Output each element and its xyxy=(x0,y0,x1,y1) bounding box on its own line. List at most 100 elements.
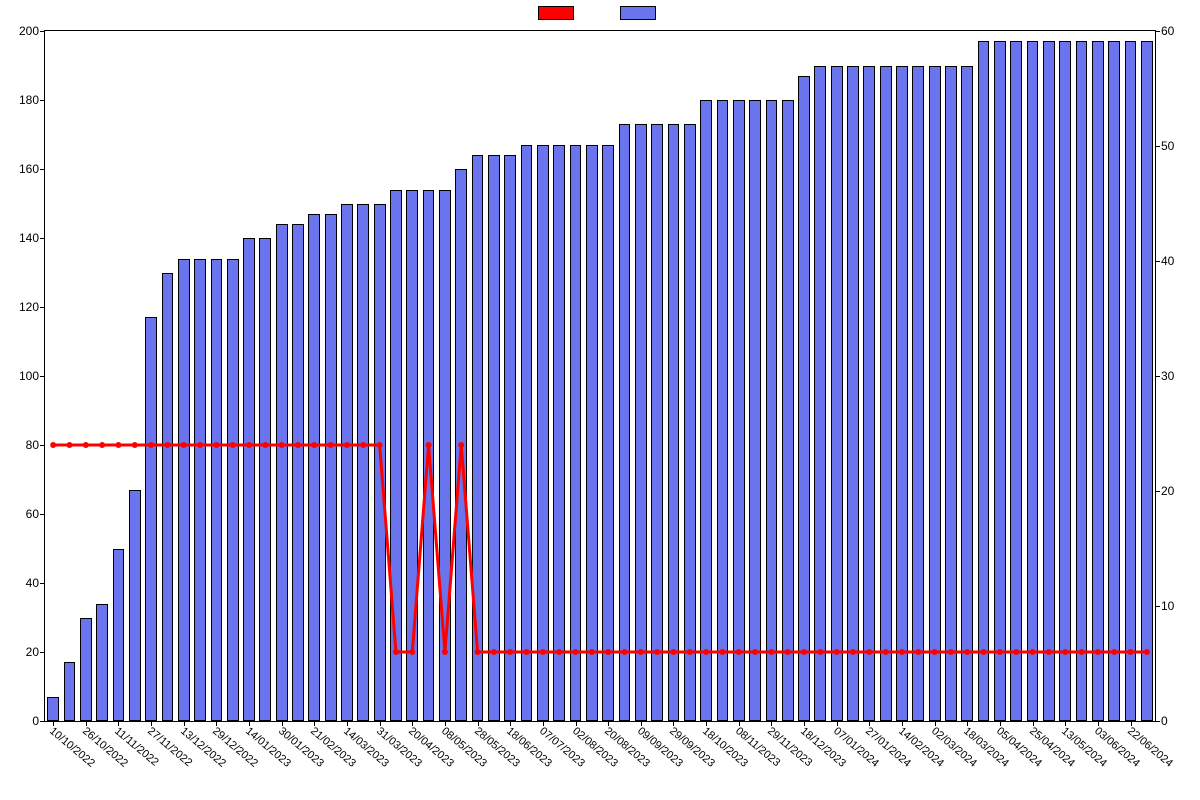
line-marker xyxy=(442,649,448,655)
line-marker xyxy=(197,442,203,448)
y-right-tick xyxy=(1155,146,1160,147)
line-marker xyxy=(230,442,236,448)
line-marker xyxy=(458,442,464,448)
line-marker xyxy=(687,649,693,655)
y-right-label: 10 xyxy=(1161,599,1174,613)
line-marker xyxy=(899,649,905,655)
line-marker xyxy=(377,442,383,448)
y-left-label: 180 xyxy=(19,93,39,107)
line-marker xyxy=(1079,649,1085,655)
line-marker xyxy=(393,649,399,655)
chart-container: 0204060801001201401601802000102030405060… xyxy=(0,0,1200,800)
legend-swatch-bar xyxy=(620,6,656,20)
line-marker xyxy=(524,649,530,655)
line-marker xyxy=(719,649,725,655)
line-marker xyxy=(426,442,432,448)
line-marker xyxy=(703,649,709,655)
line-marker xyxy=(507,649,513,655)
line-marker xyxy=(279,442,285,448)
line-marker xyxy=(752,649,758,655)
y-left-label: 140 xyxy=(19,231,39,245)
legend-swatch-line xyxy=(538,6,574,20)
y-left-tick xyxy=(40,31,45,32)
line-marker xyxy=(295,442,301,448)
y-left-tick xyxy=(40,169,45,170)
line-marker xyxy=(1111,649,1117,655)
line-marker xyxy=(360,442,366,448)
line-marker xyxy=(1128,649,1134,655)
line-marker xyxy=(883,649,889,655)
line-marker xyxy=(556,649,562,655)
line-marker xyxy=(181,442,187,448)
y-right-tick xyxy=(1155,31,1160,32)
line-marker xyxy=(621,649,627,655)
line-marker xyxy=(540,649,546,655)
y-left-label: 100 xyxy=(19,369,39,383)
y-left-label: 40 xyxy=(26,576,39,590)
y-left-tick xyxy=(40,100,45,101)
line-marker xyxy=(834,649,840,655)
y-left-label: 160 xyxy=(19,162,39,176)
plot-area: 0204060801001201401601802000102030405060… xyxy=(44,30,1156,722)
line-marker xyxy=(638,649,644,655)
y-left-label: 0 xyxy=(32,714,39,728)
y-right-tick xyxy=(1155,376,1160,377)
y-right-label: 0 xyxy=(1161,714,1168,728)
y-left-tick xyxy=(40,445,45,446)
line-marker xyxy=(1062,649,1068,655)
y-left-label: 20 xyxy=(26,645,39,659)
y-left-tick xyxy=(40,376,45,377)
y-right-label: 40 xyxy=(1161,254,1174,268)
line-marker xyxy=(573,649,579,655)
legend-item-bar xyxy=(620,6,662,20)
line-marker xyxy=(736,649,742,655)
y-right-tick xyxy=(1155,721,1160,722)
line-marker xyxy=(801,649,807,655)
y-right-tick xyxy=(1155,606,1160,607)
line-marker xyxy=(164,442,170,448)
y-left-label: 80 xyxy=(26,438,39,452)
line-marker xyxy=(948,649,954,655)
line-marker xyxy=(213,442,219,448)
line-marker xyxy=(670,649,676,655)
line-series xyxy=(45,31,1155,721)
line-marker xyxy=(785,649,791,655)
line-marker xyxy=(50,442,56,448)
y-left-label: 120 xyxy=(19,300,39,314)
line-marker xyxy=(409,649,415,655)
line-marker xyxy=(1144,649,1150,655)
y-right-tick xyxy=(1155,261,1160,262)
line-marker xyxy=(491,649,497,655)
line-marker xyxy=(311,442,317,448)
line-marker xyxy=(66,442,72,448)
line-marker xyxy=(1046,649,1052,655)
line-path xyxy=(53,445,1147,652)
line-marker xyxy=(915,649,921,655)
y-right-label: 50 xyxy=(1161,139,1174,153)
line-marker xyxy=(817,649,823,655)
line-marker xyxy=(328,442,334,448)
line-marker xyxy=(932,649,938,655)
line-marker xyxy=(964,649,970,655)
y-left-label: 200 xyxy=(19,24,39,38)
line-marker xyxy=(83,442,89,448)
line-marker xyxy=(605,649,611,655)
y-right-label: 30 xyxy=(1161,369,1174,383)
legend xyxy=(0,6,1200,20)
y-right-label: 20 xyxy=(1161,484,1174,498)
line-marker xyxy=(148,442,154,448)
line-marker xyxy=(654,649,660,655)
line-marker xyxy=(344,442,350,448)
line-marker xyxy=(262,442,268,448)
y-left-tick xyxy=(40,307,45,308)
y-left-tick xyxy=(40,514,45,515)
legend-item-line xyxy=(538,6,580,20)
y-left-label: 60 xyxy=(26,507,39,521)
y-left-tick xyxy=(40,652,45,653)
line-marker xyxy=(589,649,595,655)
line-marker xyxy=(115,442,121,448)
y-left-tick xyxy=(40,238,45,239)
y-left-tick xyxy=(40,583,45,584)
line-marker xyxy=(1030,649,1036,655)
line-marker xyxy=(997,649,1003,655)
